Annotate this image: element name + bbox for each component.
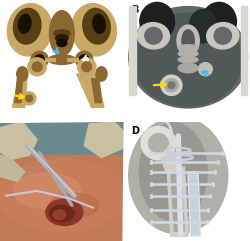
- Polygon shape: [167, 167, 188, 236]
- Ellipse shape: [96, 67, 107, 81]
- Polygon shape: [0, 122, 37, 160]
- Ellipse shape: [178, 63, 198, 73]
- Ellipse shape: [0, 159, 127, 233]
- Text: C: C: [5, 127, 12, 136]
- Ellipse shape: [50, 205, 74, 222]
- Ellipse shape: [50, 193, 99, 217]
- Ellipse shape: [17, 67, 28, 81]
- Ellipse shape: [7, 4, 52, 56]
- Ellipse shape: [46, 199, 83, 226]
- Ellipse shape: [93, 14, 105, 33]
- Ellipse shape: [178, 57, 198, 63]
- Polygon shape: [84, 122, 124, 158]
- Circle shape: [161, 75, 182, 95]
- Ellipse shape: [83, 8, 110, 44]
- Polygon shape: [77, 74, 104, 107]
- Circle shape: [77, 58, 96, 76]
- Ellipse shape: [178, 51, 198, 57]
- Ellipse shape: [145, 27, 162, 44]
- Ellipse shape: [207, 23, 239, 49]
- Polygon shape: [0, 122, 124, 155]
- Circle shape: [28, 58, 46, 76]
- Circle shape: [32, 62, 42, 72]
- Ellipse shape: [189, 10, 216, 43]
- Ellipse shape: [56, 35, 68, 42]
- Polygon shape: [189, 173, 199, 235]
- Ellipse shape: [54, 30, 70, 37]
- Ellipse shape: [50, 11, 74, 56]
- Ellipse shape: [72, 4, 117, 56]
- Ellipse shape: [138, 23, 170, 49]
- Polygon shape: [15, 79, 22, 103]
- Ellipse shape: [140, 2, 174, 40]
- Circle shape: [148, 134, 168, 153]
- Polygon shape: [0, 155, 25, 181]
- Ellipse shape: [177, 25, 199, 56]
- Ellipse shape: [214, 27, 232, 44]
- Ellipse shape: [53, 210, 66, 220]
- Ellipse shape: [129, 117, 228, 234]
- Ellipse shape: [139, 123, 207, 221]
- Ellipse shape: [14, 8, 41, 44]
- Polygon shape: [188, 172, 200, 236]
- Ellipse shape: [76, 51, 93, 68]
- Ellipse shape: [134, 13, 242, 106]
- Circle shape: [168, 82, 175, 89]
- Ellipse shape: [48, 55, 76, 64]
- Ellipse shape: [18, 14, 31, 33]
- Circle shape: [141, 127, 176, 160]
- Text: B: B: [131, 5, 138, 15]
- Circle shape: [26, 95, 32, 102]
- Ellipse shape: [35, 55, 44, 64]
- Ellipse shape: [182, 30, 194, 51]
- Ellipse shape: [79, 55, 89, 64]
- Polygon shape: [92, 79, 102, 103]
- Ellipse shape: [178, 45, 198, 51]
- Polygon shape: [129, 6, 136, 95]
- Polygon shape: [241, 6, 247, 95]
- Polygon shape: [12, 74, 27, 107]
- Ellipse shape: [13, 173, 81, 209]
- Circle shape: [82, 62, 92, 72]
- Circle shape: [164, 79, 178, 92]
- Ellipse shape: [202, 2, 236, 40]
- Circle shape: [199, 63, 212, 76]
- Ellipse shape: [57, 39, 67, 47]
- Polygon shape: [161, 155, 181, 172]
- Text: D: D: [131, 127, 139, 136]
- Ellipse shape: [31, 51, 48, 68]
- Text: A: A: [5, 5, 12, 15]
- Polygon shape: [0, 155, 124, 241]
- Ellipse shape: [129, 7, 248, 108]
- Circle shape: [22, 92, 36, 105]
- Polygon shape: [171, 172, 184, 231]
